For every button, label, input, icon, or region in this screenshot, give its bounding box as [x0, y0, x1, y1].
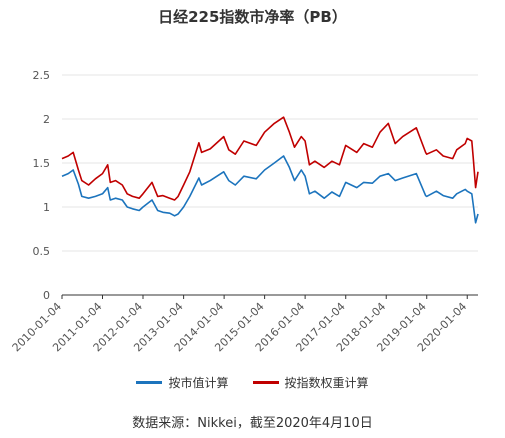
legend-swatch-index-weight: [252, 381, 279, 384]
legend-item-index-weight[interactable]: 按指数权重计算: [252, 374, 369, 391]
chart-title: 日经225指数市净率（PB）: [158, 8, 347, 26]
y-tick-label: 0.5: [33, 245, 51, 258]
series-lines: [61, 116, 479, 224]
legend-label-market-cap: 按市值计算: [168, 376, 229, 390]
chart-legend: 按市值计算 按指数权重计算: [0, 374, 505, 391]
y-tick-label: 1.5: [33, 157, 51, 170]
axes: 00.511.522.52010-01-042011-01-042012-01-…: [10, 69, 478, 354]
gridlines: [62, 74, 478, 252]
y-tick-label: 0: [43, 289, 50, 302]
legend-swatch-market-cap: [136, 381, 163, 384]
y-tick-label: 2: [43, 113, 50, 126]
source-note: 数据来源：Nikkei，截至2020年4月10日: [132, 416, 373, 431]
y-tick-label: 1: [43, 201, 50, 214]
series-line-market-cap: [61, 155, 479, 224]
legend-label-index-weight: 按指数权重计算: [284, 376, 369, 390]
y-tick-label: 2.5: [33, 69, 51, 82]
legend-item-market-cap[interactable]: 按市值计算: [136, 374, 229, 391]
series-line-index-weight: [61, 116, 479, 201]
